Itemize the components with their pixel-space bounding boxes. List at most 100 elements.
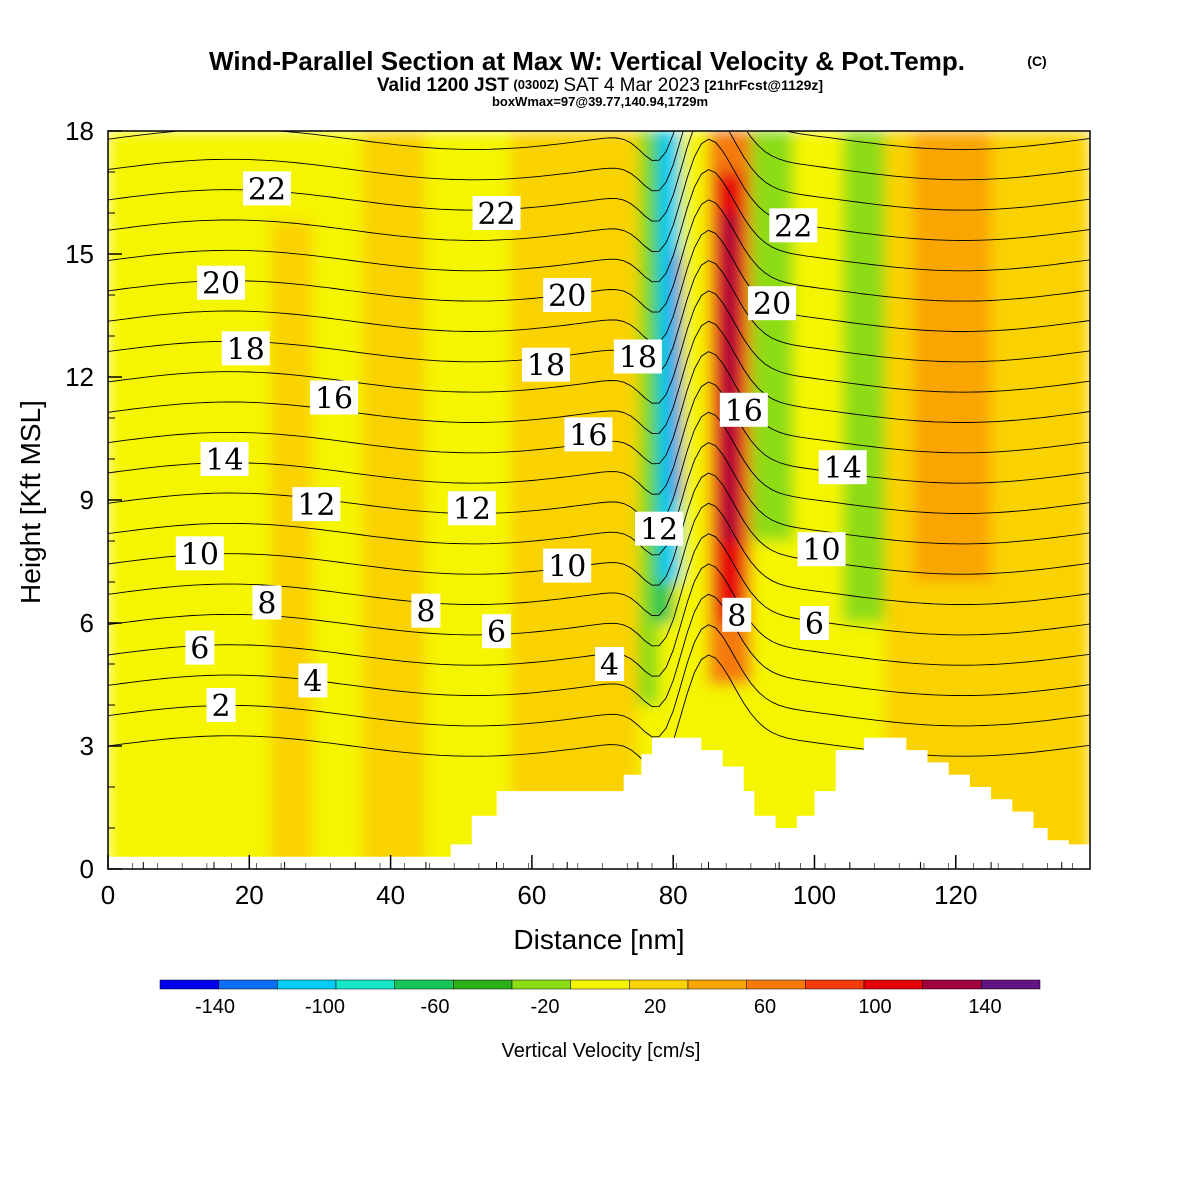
terrain-mask bbox=[108, 737, 1090, 869]
contour-label-text: 6 bbox=[487, 615, 506, 650]
contour-label-box bbox=[175, 536, 224, 571]
contour-label-14: 12 bbox=[292, 487, 341, 523]
contour-label-box bbox=[200, 442, 249, 476]
colorbar-swatch-10 bbox=[746, 979, 806, 990]
vv-region-2 bbox=[362, 131, 426, 869]
y-tick-label-0: 0 bbox=[80, 854, 94, 884]
contour-label-box bbox=[206, 688, 236, 722]
contour-label-box bbox=[719, 392, 768, 427]
contour-label-box bbox=[564, 417, 613, 452]
colorbar-swatch-4 bbox=[394, 979, 454, 990]
contour-label-25: 6 bbox=[799, 606, 829, 642]
contour-label-box bbox=[769, 208, 818, 243]
colorbar-swatch-2 bbox=[277, 979, 337, 990]
contour-label-5: 20 bbox=[748, 286, 797, 322]
contour-label-box bbox=[252, 585, 282, 620]
theta-contour-line-17 bbox=[108, 138, 1090, 252]
contour-label-7: 18 bbox=[522, 347, 571, 384]
theta-contour-line-1 bbox=[108, 624, 1090, 738]
contour-label-text: 18 bbox=[619, 341, 657, 376]
y-tick-label-5: 15 bbox=[65, 239, 94, 269]
box-info: boxWmax=97@39.77,140.94,1729m bbox=[492, 94, 708, 109]
contour-label-19: 10 bbox=[797, 532, 846, 568]
colorbar-title: Vertical Velocity [cm/s] bbox=[502, 1040, 701, 1062]
colorbar-tick-label-5: 60 bbox=[754, 996, 776, 1018]
potential-temperature-contours bbox=[108, 131, 1090, 768]
contour-label-box bbox=[799, 606, 829, 640]
x-tick-label-0: 0 bbox=[101, 880, 115, 910]
contour-label-text: 10 bbox=[181, 537, 219, 572]
contour-label-text: 20 bbox=[202, 267, 240, 302]
contour-label-box bbox=[748, 286, 797, 321]
contour-label-text: 14 bbox=[205, 443, 243, 478]
contour-label-box bbox=[543, 548, 592, 583]
theta-contour-line-9 bbox=[108, 381, 1090, 495]
contour-label-text: 22 bbox=[248, 172, 286, 207]
theta-contour-line-2 bbox=[108, 593, 1090, 708]
colorbar-swatch-12 bbox=[863, 979, 923, 990]
contour-label-text: 16 bbox=[725, 394, 763, 429]
colorbar-tick-label-6: 100 bbox=[858, 996, 891, 1018]
contour-label-text: 8 bbox=[416, 595, 435, 630]
colorbar-swatch-5 bbox=[453, 979, 513, 990]
x-tick-label-5: 100 bbox=[793, 880, 836, 910]
contour-label-18: 10 bbox=[543, 548, 592, 585]
theta-contour-line-19 bbox=[108, 131, 1090, 192]
contour-label-text: 12 bbox=[297, 488, 335, 523]
contour-label-text: 2 bbox=[211, 689, 230, 724]
vertical-velocity-field bbox=[108, 131, 1090, 869]
theta-contour-line-5 bbox=[108, 502, 1090, 616]
colorbar-swatch-6 bbox=[511, 979, 571, 990]
colorbar-tick-label-7: 140 bbox=[968, 996, 1001, 1018]
contour-label-16: 12 bbox=[635, 511, 684, 548]
x-tick-label-4: 80 bbox=[659, 880, 688, 910]
contour-label-box bbox=[292, 487, 341, 522]
colorbar-swatch-14 bbox=[981, 979, 1041, 990]
contour-label-box bbox=[185, 630, 215, 665]
contour-label-text: 18 bbox=[527, 349, 565, 384]
x-tick-label-6: 120 bbox=[934, 880, 977, 910]
colorbar: -140 -100 -60 -20 20 60 100 140 bbox=[159, 979, 1041, 1018]
colorbar-tick-label-0: -140 bbox=[195, 996, 235, 1018]
contour-label-box bbox=[472, 196, 521, 230]
y-tick-label-1: 3 bbox=[80, 731, 94, 761]
colorbar-swatch-0 bbox=[159, 979, 219, 990]
contour-label-24: 6 bbox=[482, 614, 512, 650]
contour-label-box bbox=[447, 491, 496, 526]
colorbar-tick-label-1: -100 bbox=[305, 996, 345, 1018]
contour-label-box bbox=[613, 339, 662, 374]
colorbar-swatch-11 bbox=[805, 979, 865, 990]
contour-label-28: 2 bbox=[206, 688, 236, 724]
contour-label-text: 22 bbox=[477, 197, 515, 232]
x-tick-label-1: 20 bbox=[235, 880, 264, 910]
contour-label-box bbox=[818, 450, 867, 485]
theta-contour-line-11 bbox=[108, 320, 1090, 434]
contour-label-21: 8 bbox=[411, 593, 441, 630]
colorbar-swatch-13 bbox=[922, 979, 982, 990]
contour-label-23: 6 bbox=[185, 630, 215, 667]
contour-label-text: 4 bbox=[303, 664, 322, 699]
colorbar-tick-label-3: -20 bbox=[531, 996, 560, 1018]
contour-label-box bbox=[797, 532, 846, 567]
colorbar-swatch-3 bbox=[335, 979, 395, 990]
colorbar-tick-label-2: -60 bbox=[421, 996, 450, 1018]
vv-region-11 bbox=[750, 131, 794, 541]
theta-contour-line-15 bbox=[108, 199, 1090, 313]
y-tick-label-4: 12 bbox=[65, 362, 94, 392]
contour-label-box bbox=[595, 647, 625, 681]
contour-label-20: 8 bbox=[252, 585, 282, 622]
x-tick-label-2: 40 bbox=[376, 880, 405, 910]
contour-label-text: 10 bbox=[802, 533, 840, 568]
contour-label-text: 6 bbox=[805, 607, 824, 642]
contour-label-26: 4 bbox=[298, 663, 328, 699]
contour-label-4: 20 bbox=[543, 278, 592, 314]
chart-title: Wind-Parallel Section at Max W: Vertical… bbox=[209, 46, 965, 76]
contour-label-text: 6 bbox=[190, 632, 209, 667]
contour-label-15: 12 bbox=[447, 491, 496, 527]
terrain bbox=[108, 737, 1090, 869]
contour-label-box bbox=[242, 171, 291, 206]
contour-label-9: 16 bbox=[310, 380, 359, 417]
